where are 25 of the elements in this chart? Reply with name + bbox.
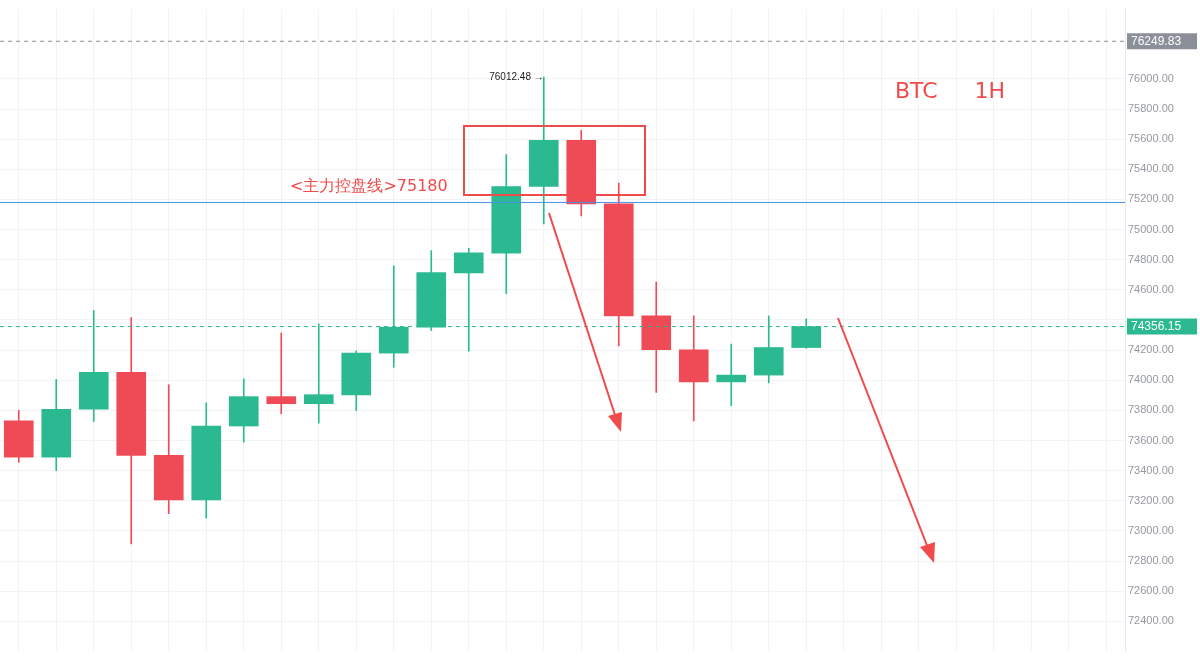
y-tick-label: 75800.00 bbox=[1128, 102, 1174, 115]
y-tick-label: 73000.00 bbox=[1128, 523, 1174, 536]
y-tick-label: 75600.00 bbox=[1128, 132, 1174, 145]
y-tick-label: 74800.00 bbox=[1128, 252, 1174, 265]
annotation: BTC 1H bbox=[895, 77, 1006, 103]
y-tick-label: 72600.00 bbox=[1128, 584, 1174, 597]
y-tick-label: 75000.00 bbox=[1128, 222, 1174, 235]
ref-line-label: 76249.83 bbox=[1131, 33, 1182, 48]
y-tick-label: 74200.00 bbox=[1128, 343, 1174, 356]
y-tick-label: 73600.00 bbox=[1128, 433, 1174, 446]
annotation: 76012.48 → bbox=[489, 70, 544, 82]
ref-line-label: <主力控盘线>75180 bbox=[290, 175, 448, 195]
y-tick-label: 75400.00 bbox=[1128, 162, 1174, 175]
y-tick-label: 73800.00 bbox=[1128, 403, 1174, 416]
y-tick-label: 73200.00 bbox=[1128, 493, 1174, 506]
ref-line-label: 74356.15 bbox=[1131, 318, 1182, 333]
y-tick-label: 72400.00 bbox=[1128, 614, 1174, 627]
y-tick-label: 74000.00 bbox=[1128, 373, 1174, 386]
y-tick-label: 72800.00 bbox=[1128, 554, 1174, 567]
y-tick-label: 73400.00 bbox=[1128, 463, 1174, 476]
candlestick bbox=[266, 332, 297, 415]
y-tick-label: 76000.00 bbox=[1128, 71, 1174, 84]
y-tick-label: 75200.00 bbox=[1128, 192, 1174, 205]
candlestick bbox=[716, 343, 747, 407]
y-tick-label: 74600.00 bbox=[1128, 282, 1174, 295]
